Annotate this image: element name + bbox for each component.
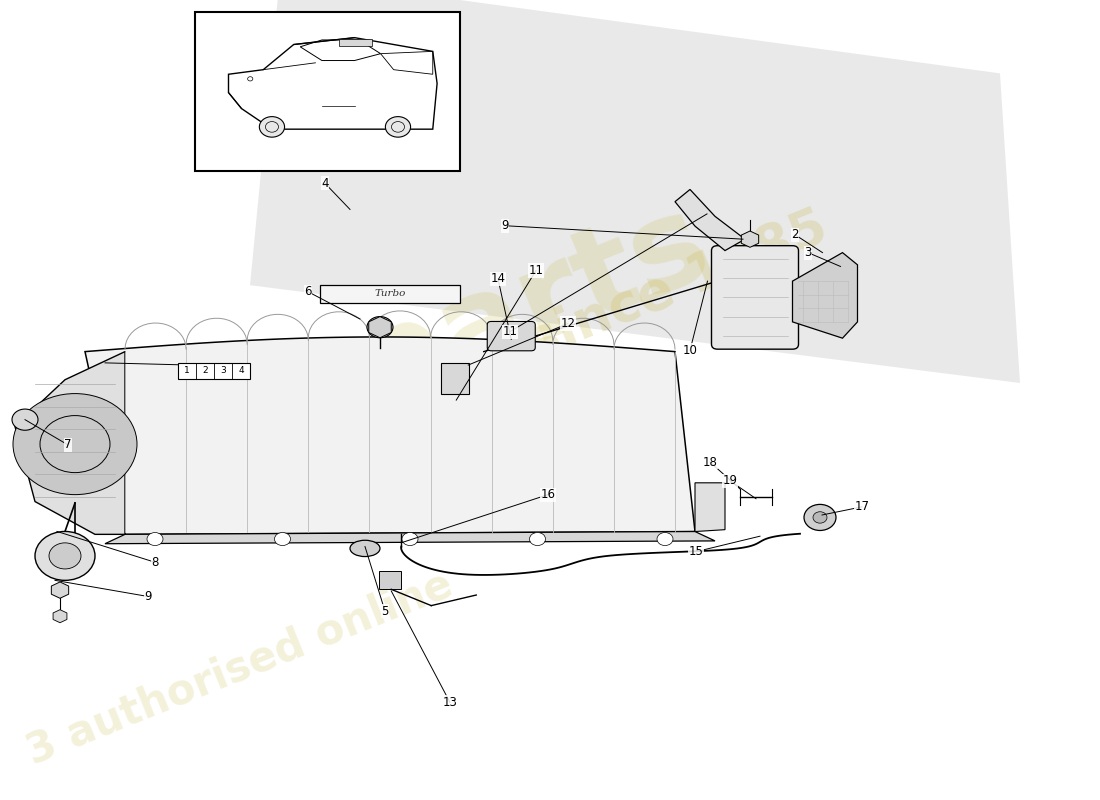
Text: 11: 11 bbox=[528, 264, 543, 277]
Text: 3: 3 bbox=[220, 366, 225, 375]
Polygon shape bbox=[250, 0, 1020, 383]
Bar bbox=[178, 362, 250, 379]
Text: 14: 14 bbox=[491, 272, 506, 285]
Bar bbox=[195, 12, 460, 171]
Circle shape bbox=[804, 505, 836, 530]
Circle shape bbox=[40, 415, 110, 473]
Circle shape bbox=[813, 512, 827, 523]
Text: 11: 11 bbox=[503, 325, 517, 338]
Text: 15: 15 bbox=[689, 545, 703, 558]
Bar bbox=[339, 38, 372, 46]
Polygon shape bbox=[695, 483, 725, 531]
Text: 10: 10 bbox=[683, 344, 697, 357]
Text: since 1985: since 1985 bbox=[520, 202, 835, 369]
Text: 2: 2 bbox=[202, 366, 208, 375]
Circle shape bbox=[657, 533, 673, 546]
Circle shape bbox=[35, 531, 95, 580]
Circle shape bbox=[529, 533, 546, 546]
Polygon shape bbox=[104, 531, 715, 544]
Polygon shape bbox=[15, 352, 125, 534]
Polygon shape bbox=[675, 190, 745, 250]
Circle shape bbox=[385, 117, 410, 137]
Text: 6: 6 bbox=[305, 286, 311, 298]
Text: europarts: europarts bbox=[40, 181, 726, 552]
Text: 9: 9 bbox=[502, 219, 508, 232]
Text: 2: 2 bbox=[791, 228, 799, 241]
Text: 4: 4 bbox=[321, 177, 329, 190]
Text: 5: 5 bbox=[382, 605, 388, 618]
Text: 12: 12 bbox=[561, 317, 575, 330]
Circle shape bbox=[260, 117, 285, 137]
Circle shape bbox=[147, 533, 163, 546]
Circle shape bbox=[13, 394, 138, 494]
Text: 3: 3 bbox=[804, 246, 812, 259]
Circle shape bbox=[402, 533, 418, 546]
Polygon shape bbox=[792, 253, 858, 338]
Polygon shape bbox=[85, 337, 695, 534]
Text: 7: 7 bbox=[64, 438, 72, 451]
Circle shape bbox=[275, 533, 290, 546]
FancyBboxPatch shape bbox=[712, 246, 799, 349]
Text: 3 authorised online: 3 authorised online bbox=[20, 563, 459, 773]
Circle shape bbox=[50, 543, 81, 569]
Text: 8: 8 bbox=[152, 556, 158, 569]
Text: 18: 18 bbox=[703, 455, 717, 469]
Text: 4: 4 bbox=[239, 366, 244, 375]
Text: 16: 16 bbox=[540, 488, 556, 501]
Circle shape bbox=[367, 317, 393, 338]
Bar bbox=[320, 285, 460, 302]
Ellipse shape bbox=[350, 540, 380, 557]
Text: 17: 17 bbox=[855, 500, 869, 514]
Text: 13: 13 bbox=[442, 696, 458, 709]
Text: 9: 9 bbox=[144, 590, 152, 603]
Bar bbox=[441, 363, 470, 394]
Text: 1: 1 bbox=[184, 366, 190, 375]
Text: 19: 19 bbox=[723, 474, 737, 487]
FancyBboxPatch shape bbox=[487, 322, 536, 351]
Bar bbox=[379, 571, 401, 590]
Text: Turbo: Turbo bbox=[374, 290, 406, 298]
Circle shape bbox=[12, 409, 39, 430]
